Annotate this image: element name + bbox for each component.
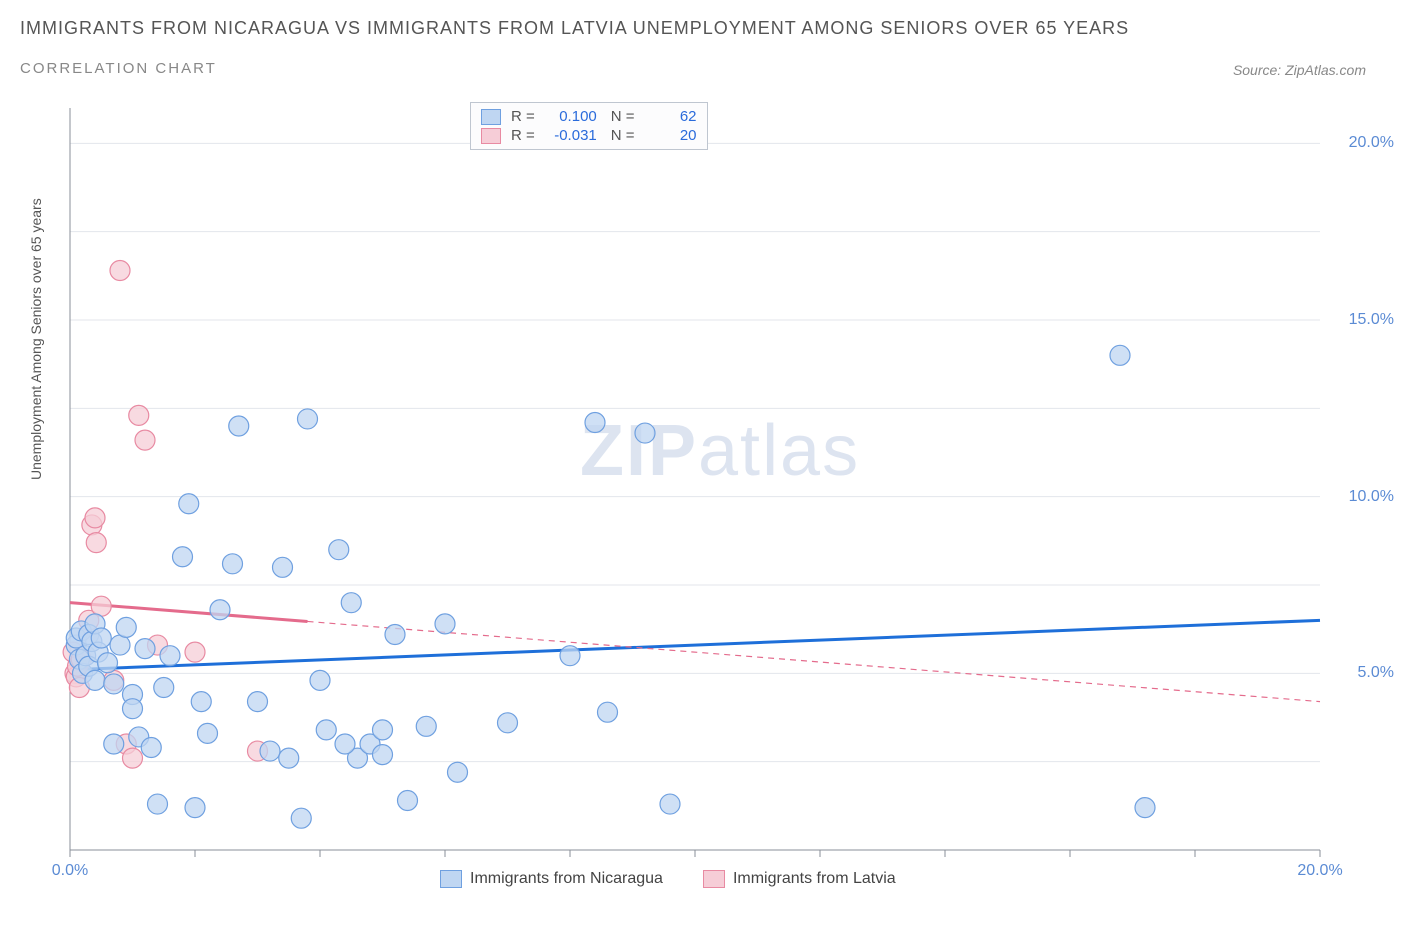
legend-swatch-nicaragua [481,109,501,125]
y-tick-label: 15.0% [1349,311,1394,329]
chart-title: IMMIGRANTS FROM NICARAGUA VS IMMIGRANTS … [20,18,1129,39]
x-tick-label: 0.0% [52,862,88,880]
source-label: Source: ZipAtlas.com [1233,62,1366,78]
legend-n-value: 62 [641,108,697,125]
chart-subtitle: CORRELATION CHART [20,60,217,77]
legend-n-value: 20 [641,127,697,144]
y-tick-label: 5.0% [1358,664,1394,682]
legend-item-latvia: Immigrants from Latvia [703,870,896,888]
legend-series: Immigrants from Nicaragua Immigrants fro… [440,870,896,888]
y-tick-label: 10.0% [1349,488,1394,506]
legend-swatch-latvia [481,128,501,144]
legend-swatch-icon [703,870,725,888]
legend-r-value: 0.100 [541,108,597,125]
scatter-chart [60,100,1380,860]
legend-swatch-icon [440,870,462,888]
legend-stats-row: R = 0.100 N = 62 [481,107,697,126]
legend-stats-row: R = -0.031 N = 20 [481,126,697,145]
legend-r-value: -0.031 [541,127,597,144]
legend-r-label: R = [511,108,535,125]
legend-series-label: Immigrants from Nicaragua [470,870,663,888]
legend-n-label: N = [611,108,635,125]
legend-r-label: R = [511,127,535,144]
legend-item-nicaragua: Immigrants from Nicaragua [440,870,663,888]
legend-n-label: N = [611,127,635,144]
legend-stats: R = 0.100 N = 62 R = -0.031 N = 20 [470,102,708,150]
legend-series-label: Immigrants from Latvia [733,870,896,888]
y-tick-label: 20.0% [1349,134,1394,152]
x-tick-label: 20.0% [1297,862,1342,880]
y-axis-label: Unemployment Among Seniors over 65 years [28,198,44,480]
